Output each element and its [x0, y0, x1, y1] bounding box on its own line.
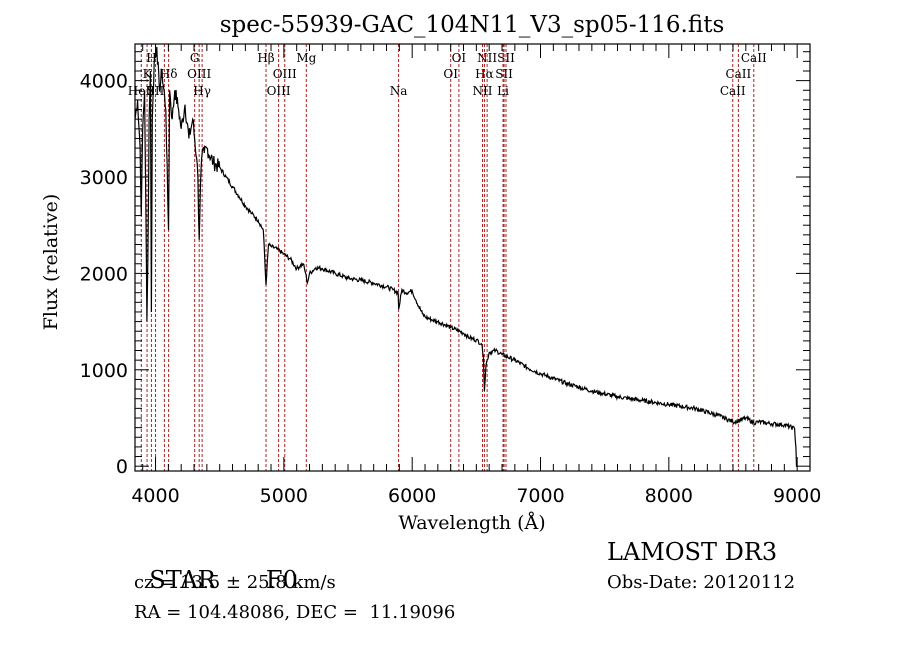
- line-marker-label: SII: [497, 51, 515, 65]
- line-marker-label: Li: [497, 84, 509, 98]
- chart-title: spec-55939-GAC_104N11_V3_sp05-116.fits: [220, 12, 725, 38]
- x-tick-label: 6000: [388, 485, 436, 507]
- coordinates-info: RA = 104.48086, DEC = 11.19096: [134, 602, 456, 623]
- y-tick-label: 1000: [80, 360, 128, 382]
- plot-frame: [134, 43, 811, 472]
- y-axis-label: Flux (relative): [40, 194, 62, 331]
- x-tick-label: 4000: [131, 485, 179, 507]
- y-tick-label: 0: [116, 456, 128, 478]
- x-tick-label: 8000: [645, 485, 693, 507]
- line-marker-label: OI: [452, 51, 467, 65]
- line-marker-label: Hα: [475, 67, 494, 81]
- line-marker-label: NII: [477, 51, 497, 65]
- line-marker-label: CaII: [720, 84, 746, 98]
- line-marker-label: SII: [495, 67, 513, 81]
- x-tick-label: 7000: [516, 485, 564, 507]
- line-marker-label: CaII: [741, 51, 767, 65]
- line-marker-label: K: [143, 67, 153, 81]
- y-tick-label: 2000: [80, 263, 128, 285]
- line-marker-label: G: [190, 51, 200, 65]
- spectral-line-markers: HeIIKHSIIHδGOIIIHγHβOIIIOIIIMgNaOIOINIIH…: [128, 44, 767, 471]
- object-class: STAR F0: [134, 538, 298, 594]
- y-tick-label: 4000: [80, 71, 128, 93]
- line-marker-label: OIII: [187, 67, 211, 81]
- line-marker-label: H: [146, 51, 156, 65]
- line-marker-label: OI: [443, 67, 458, 81]
- line-marker-label: OIII: [267, 84, 291, 98]
- redshift-info: cz = 13.5 ± 25.8 km/s: [134, 572, 336, 593]
- line-marker-label: Mg: [296, 51, 316, 65]
- series-layer: [134, 46, 798, 467]
- object-subclass: F0: [265, 566, 298, 594]
- obs-date: Obs-Date: 20120112: [607, 572, 796, 593]
- x-axis-label: Wavelength (Å): [398, 512, 545, 534]
- object-class-label: STAR: [149, 566, 216, 594]
- axis-tick-labels: 4000 5000 6000 7000 8000 9000 0 1000 2000 3000 400…: [80, 71, 822, 507]
- survey-label: LAMOST DR3: [607, 538, 778, 566]
- line-marker-label: OIII: [273, 67, 297, 81]
- line-marker-label: Hγ: [193, 84, 211, 98]
- x-tick-label: 5000: [260, 485, 308, 507]
- y-tick-label: 3000: [80, 167, 128, 189]
- line-marker-label: Na: [390, 84, 408, 98]
- line-marker-label: NII: [473, 84, 493, 98]
- spectrum-line: [134, 46, 798, 467]
- x-tick-label: 9000: [773, 485, 821, 507]
- axis-ticks: [135, 44, 811, 471]
- line-marker-label: Hβ: [257, 51, 274, 65]
- line-marker-label: CaII: [725, 67, 751, 81]
